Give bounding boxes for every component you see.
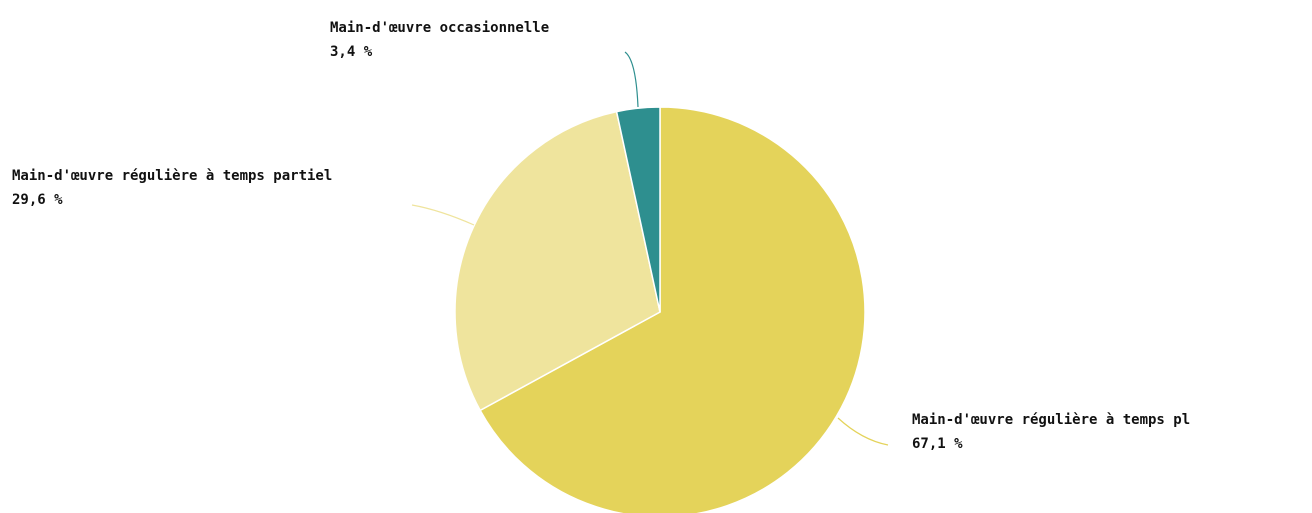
slice-label: Main-d'œuvre occasionnelle [330, 20, 549, 36]
connector [624, 51, 639, 108]
slice-label: Main-d'œuvre régulière à temps pl [912, 412, 1190, 428]
slice-value-label: 67,1 % [912, 436, 963, 452]
pie-slice [615, 106, 661, 313]
connector [411, 204, 475, 226]
pie-slice [479, 106, 866, 513]
slice-label: Main-d'œuvre régulière à temps partiel [12, 168, 332, 184]
slice-value-label: 29,6 % [12, 192, 63, 208]
connector [837, 417, 889, 446]
pie-slice [454, 110, 661, 412]
slice-value-label: 3,4 % [330, 44, 373, 60]
